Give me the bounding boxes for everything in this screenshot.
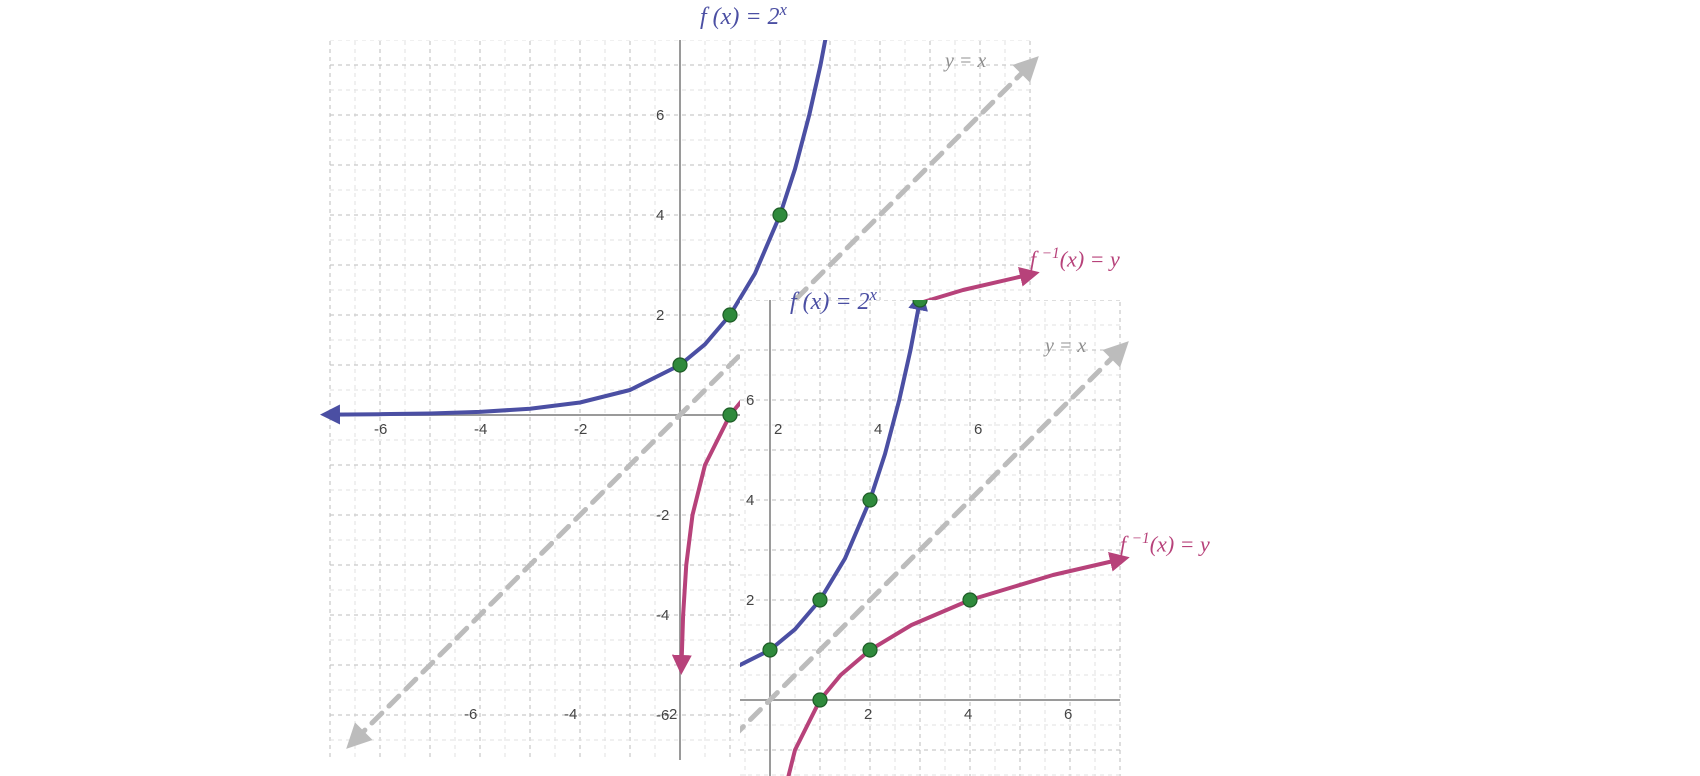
right-yx-label: y = x bbox=[1045, 335, 1086, 358]
x-tick-label: -4 bbox=[564, 706, 577, 723]
right-exp-label: f (x) = 2x bbox=[790, 285, 877, 316]
data-point bbox=[863, 643, 877, 657]
left-log-label: f −1(x) = y bbox=[1030, 245, 1120, 272]
data-point bbox=[723, 308, 737, 322]
y-tick-label: -2 bbox=[656, 507, 669, 524]
left-yx-label: y = x bbox=[945, 50, 986, 73]
x-tick-label: 4 bbox=[874, 421, 882, 438]
data-point bbox=[673, 358, 687, 372]
y-tick-label: 6 bbox=[746, 392, 754, 409]
x-tick-label: -6 bbox=[464, 706, 477, 723]
y-tick-label: 4 bbox=[656, 207, 664, 224]
x-tick-label: -2 bbox=[664, 706, 677, 723]
y-tick-label: 6 bbox=[656, 107, 664, 124]
data-point bbox=[723, 408, 737, 422]
x-tick-label: 2 bbox=[864, 706, 872, 723]
y-tick-label: -4 bbox=[656, 607, 669, 624]
x-tick-label: -6 bbox=[374, 421, 387, 438]
x-tick-label: -2 bbox=[574, 421, 587, 438]
chart-canvas bbox=[0, 0, 1700, 776]
data-point bbox=[763, 643, 777, 657]
data-point bbox=[773, 208, 787, 222]
y-tick-label: 2 bbox=[656, 307, 664, 324]
x-tick-label: 6 bbox=[1064, 706, 1072, 723]
right-log-label: f −1(x) = y bbox=[1120, 530, 1210, 557]
x-tick-label: -4 bbox=[474, 421, 487, 438]
left-exp-label: f (x) = 2x bbox=[700, 0, 787, 31]
data-point bbox=[963, 593, 977, 607]
x-tick-label: 6 bbox=[974, 421, 982, 438]
data-point bbox=[823, 8, 837, 22]
x-tick-label: 2 bbox=[774, 421, 782, 438]
y-tick-label: 2 bbox=[746, 592, 754, 609]
data-point bbox=[863, 493, 877, 507]
y-tick-label: 4 bbox=[746, 492, 754, 509]
data-point bbox=[813, 593, 827, 607]
x-tick-label: 4 bbox=[964, 706, 972, 723]
data-point bbox=[813, 693, 827, 707]
